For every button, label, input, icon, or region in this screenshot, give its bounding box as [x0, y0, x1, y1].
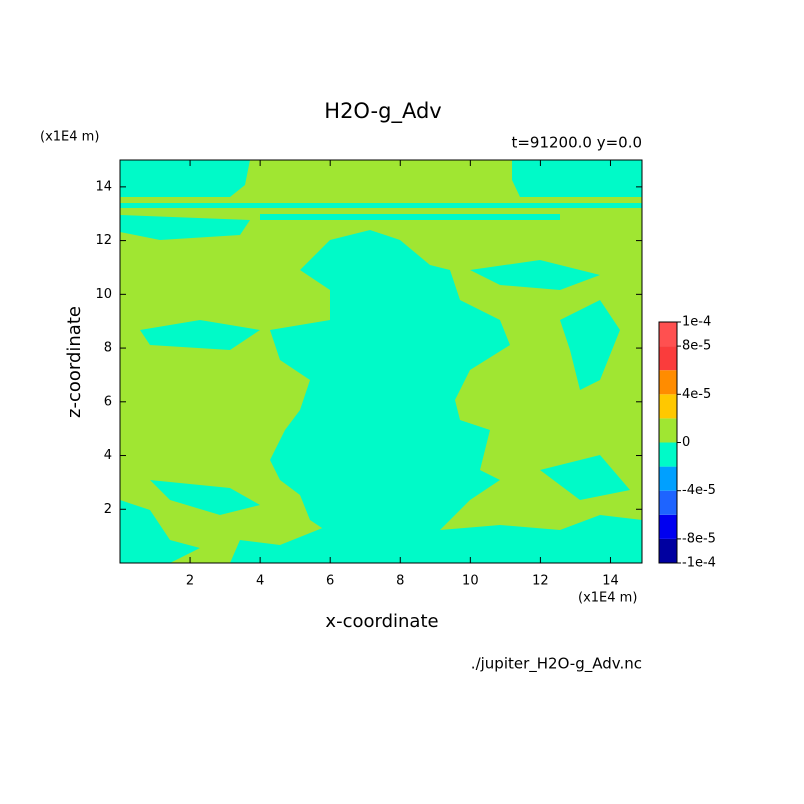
contour-region: [120, 215, 250, 240]
y-axis-title: z-coordinate: [64, 306, 85, 418]
y-tick-label: 6: [104, 394, 112, 409]
contour-region: [120, 500, 200, 563]
colorbar-segment: [659, 442, 677, 467]
contour-region: [470, 260, 600, 290]
contour-field: [120, 160, 642, 563]
colorbar-segment: [659, 538, 677, 563]
x-tick-label: 10: [462, 574, 479, 589]
y-unit: (x1E4 m): [40, 130, 99, 145]
x-tick-label: 8: [396, 574, 404, 589]
chart-title: H2O-g_Adv: [324, 99, 441, 124]
x-tick-label: 14: [602, 574, 619, 589]
colorbar-tick-label: 8e-5: [682, 339, 711, 354]
x-tick-label: 6: [326, 574, 334, 589]
contour-region: [270, 230, 510, 555]
contour-region: [140, 320, 260, 350]
colorbar-segment: [659, 346, 677, 371]
colorbar-tick-label: -1e-4: [682, 556, 716, 571]
x-tick-label: 12: [532, 574, 549, 589]
plot-frame: [119, 159, 643, 564]
colorbar-segment: [659, 394, 677, 419]
y-tick-label: 8: [104, 341, 112, 356]
contour-region: [512, 160, 642, 197]
x-axis-title: x-coordinate: [325, 611, 438, 632]
source-file: ./jupiter_H2O-g_Adv.nc: [471, 655, 642, 674]
colorbar-segment: [659, 514, 677, 539]
contour-region: [120, 203, 642, 220]
colorbar-tick-label: 4e-5: [682, 387, 711, 402]
colorbar-tick-label: -8e-5: [682, 531, 716, 546]
y-tick-label: 12: [95, 233, 112, 248]
x-tick-label: 2: [186, 574, 194, 589]
chart-subtitle: t=91200.0 y=0.0: [511, 134, 642, 152]
contour-region: [120, 160, 250, 197]
colorbar-segment: [659, 490, 677, 515]
colorbar-segment: [659, 466, 677, 491]
y-tick-label: 14: [95, 179, 112, 194]
colorbar-tick-label: -4e-5: [682, 483, 716, 498]
colorbar-segment: [659, 418, 677, 443]
x-tick-label: 4: [256, 574, 264, 589]
contour-region: [230, 515, 642, 563]
contour-region: [150, 480, 260, 515]
colorbar-segment: [659, 322, 677, 347]
y-tick-label: 10: [95, 287, 112, 302]
colorbar-segment: [659, 370, 677, 395]
colorbar-tick-label: 0: [682, 435, 690, 450]
colorbar-tick-label: 1e-4: [682, 315, 711, 330]
y-tick-label: 4: [104, 448, 112, 463]
contour-region: [560, 300, 620, 390]
contour-region: [540, 455, 630, 500]
x-unit: (x1E4 m): [578, 591, 637, 606]
y-tick-label: 2: [104, 502, 112, 517]
